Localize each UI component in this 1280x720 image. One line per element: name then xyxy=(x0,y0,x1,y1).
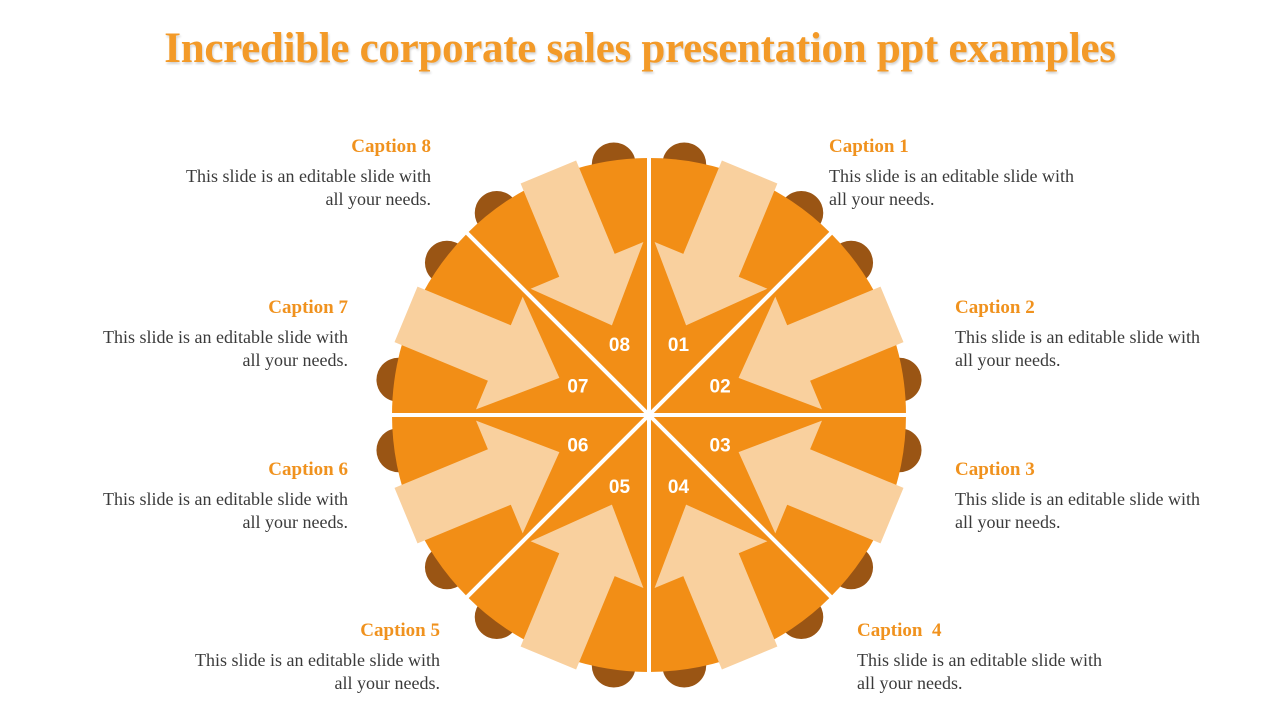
segment-7-arrow xyxy=(394,286,560,410)
segment-5-arrow xyxy=(520,504,644,670)
caption-5-text: This slide is an editable slide with all… xyxy=(195,650,440,693)
caption-7-text: This slide is an editable slide with all… xyxy=(103,327,348,370)
caption-7: Caption 7 This slide is an editable slid… xyxy=(0,296,348,372)
segment-8-arrow xyxy=(520,160,644,326)
segment-2-number: 02 xyxy=(710,377,731,398)
slide-title: Incredible corporate sales presentation … xyxy=(164,25,1116,72)
caption-3-heading: Caption 3 xyxy=(955,459,1035,480)
segment-4-number: 04 xyxy=(668,477,690,498)
caption-3: Caption 3 This slide is an editable slid… xyxy=(955,458,1280,534)
caption-6-heading: Caption 6 xyxy=(268,459,348,480)
segment-6-arrow xyxy=(394,420,560,544)
caption-4-text: This slide is an editable slide with all… xyxy=(857,650,1102,693)
caption-1-text: This slide is an editable slide with all… xyxy=(829,166,1074,209)
wheel-group: 01 02 03 04 05 06 07 08 xyxy=(376,142,922,688)
segment-5-number: 05 xyxy=(609,477,631,498)
caption-2-text: This slide is an editable slide with all… xyxy=(955,327,1200,370)
segment-7-number: 07 xyxy=(567,377,588,398)
segment-8-number: 08 xyxy=(609,335,630,356)
caption-3-text: This slide is an editable slide with all… xyxy=(955,489,1200,532)
divider-line-4 xyxy=(647,413,835,601)
caption-4-heading: Caption 4 xyxy=(857,620,942,641)
divider-line-2 xyxy=(647,229,835,417)
caption-2: Caption 2 This slide is an editable slid… xyxy=(955,296,1280,372)
caption-6-text: This slide is an editable slide with all… xyxy=(103,489,348,532)
segment-3-number: 03 xyxy=(710,436,731,457)
caption-7-heading: Caption 7 xyxy=(268,297,348,318)
segment-3-arrow xyxy=(738,420,904,544)
caption-6: Caption 6 This slide is an editable slid… xyxy=(0,458,348,534)
caption-8: Caption 8 This slide is an editable slid… xyxy=(71,135,431,211)
caption-5: Caption 5 This slide is an editable slid… xyxy=(80,619,440,695)
caption-2-heading: Caption 2 xyxy=(955,297,1035,318)
divider-line-8 xyxy=(463,229,651,417)
segment-4-arrow xyxy=(654,504,778,670)
segment-1-arrow xyxy=(654,160,778,326)
center-hub xyxy=(644,410,654,420)
caption-8-heading: Caption 8 xyxy=(351,136,431,157)
divider-line-6 xyxy=(463,413,651,601)
caption-5-heading: Caption 5 xyxy=(360,620,440,641)
caption-8-text: This slide is an editable slide with all… xyxy=(186,166,431,209)
caption-1-heading: Caption 1 xyxy=(829,136,909,157)
caption-4: Caption 4 This slide is an editable slid… xyxy=(857,619,1217,695)
segment-1-number: 01 xyxy=(668,335,690,356)
caption-1: Caption 1 This slide is an editable slid… xyxy=(829,135,1189,211)
segment-2-arrow xyxy=(738,286,904,410)
segment-6-number: 06 xyxy=(567,436,588,457)
